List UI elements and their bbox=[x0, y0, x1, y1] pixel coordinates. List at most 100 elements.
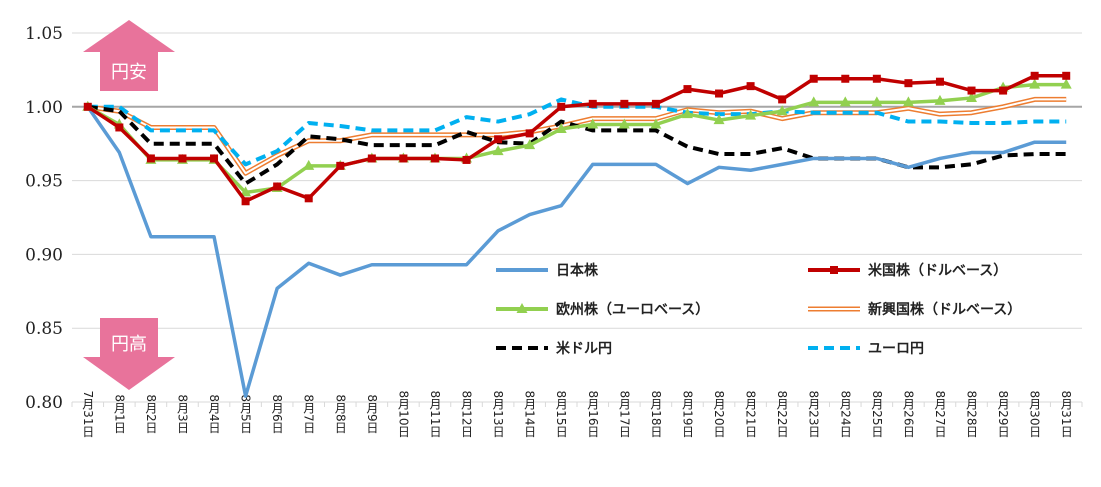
x-tick-label: 8月22日 bbox=[775, 391, 789, 438]
data-point-triangle bbox=[839, 96, 851, 107]
data-point-square bbox=[620, 99, 629, 108]
legend-label: 日本株 bbox=[556, 262, 599, 279]
y-tick-label: 0.95 bbox=[25, 172, 63, 192]
series-line bbox=[87, 97, 1067, 167]
x-tick-label: 8月14日 bbox=[523, 391, 537, 438]
x-tick-label: 8月7日 bbox=[302, 394, 316, 433]
data-point-triangle bbox=[713, 114, 725, 125]
data-point-triangle bbox=[240, 186, 252, 197]
y-tick-label: 1.00 bbox=[25, 98, 63, 118]
data-point-square bbox=[999, 86, 1008, 95]
data-point-square bbox=[494, 135, 503, 144]
x-axis-ticks: 7月31日 8月1日 8月2日 8月3日 8月4日 8月5日 8月6日 8月7日 8月8日 8月9… bbox=[71, 391, 1083, 438]
data-point-square bbox=[1062, 71, 1071, 80]
data-point-triangle bbox=[745, 109, 757, 120]
data-point-triangle bbox=[681, 108, 693, 119]
legend-item: 米国株（ドルベース） bbox=[808, 262, 1007, 279]
x-tick-label: 8月10日 bbox=[396, 391, 410, 438]
data-point-square bbox=[588, 99, 597, 108]
legend-label: 新興国株（ドルベース） bbox=[868, 301, 1021, 318]
y-tick-label: 0.90 bbox=[25, 245, 63, 265]
legend-item: 日本株 bbox=[496, 262, 599, 279]
legend-label: 欧州株（ユーロベース） bbox=[556, 301, 709, 318]
legend-item: 欧州株（ユーロベース） bbox=[496, 301, 709, 318]
x-tick-label: 8月18日 bbox=[649, 391, 663, 438]
data-point-square bbox=[557, 102, 566, 111]
legend-label: 米国株（ドルベース） bbox=[868, 262, 1007, 279]
series-3 bbox=[87, 96, 1067, 176]
x-tick-label: 8月20日 bbox=[712, 391, 726, 438]
data-point-triangle bbox=[587, 118, 599, 129]
yen-weak-label: 円安 bbox=[111, 62, 147, 83]
x-tick-label: 8月26日 bbox=[901, 391, 915, 438]
data-point-square bbox=[809, 74, 818, 83]
series-line bbox=[87, 104, 1067, 186]
legend-item: 新興国株（ドルベース） bbox=[808, 301, 1021, 318]
yen-strong-label: 円高 bbox=[111, 334, 147, 355]
data-point-square bbox=[651, 99, 660, 108]
x-tick-label: 8月12日 bbox=[460, 391, 474, 438]
legend-marker-triangle bbox=[516, 303, 528, 313]
data-point-square bbox=[746, 82, 755, 91]
data-point-square bbox=[83, 102, 92, 111]
data-point-square bbox=[304, 194, 313, 203]
y-axis-ticks: 0.80 0.85 0.90 0.95 1.00 1.05 bbox=[25, 24, 63, 413]
legend-item: 米ドル円 bbox=[496, 340, 612, 357]
yen-weak-arrow bbox=[83, 20, 175, 91]
legend-label: ユーロ円 bbox=[868, 341, 924, 357]
data-point-triangle bbox=[555, 122, 567, 133]
data-point-triangle bbox=[934, 94, 946, 105]
data-point-square bbox=[210, 154, 219, 163]
data-point-triangle bbox=[1060, 78, 1072, 89]
legend-marker-square bbox=[830, 266, 838, 274]
data-point-square bbox=[273, 182, 282, 191]
data-point-square bbox=[146, 154, 155, 163]
x-tick-label: 8月16日 bbox=[586, 391, 600, 438]
series-line-inner bbox=[87, 98, 1067, 175]
series-lines bbox=[82, 71, 1072, 398]
x-tick-label: 8月5日 bbox=[239, 394, 253, 433]
yen-annotation-arrows: 円安 円高 bbox=[83, 20, 175, 390]
data-point-triangle bbox=[871, 96, 883, 107]
x-tick-label: 8月11日 bbox=[428, 391, 442, 438]
data-point-square bbox=[399, 154, 408, 163]
data-point-triangle bbox=[303, 159, 315, 170]
legend: 日本株 米国株（ドルベース） 欧州株（ユーロベース） 新興国株（ドルベース） 米ドル円 ユ… bbox=[496, 262, 1021, 357]
data-point-square bbox=[1030, 71, 1039, 80]
x-tick-label: 8月8日 bbox=[333, 394, 347, 433]
data-point-square bbox=[178, 154, 187, 163]
data-point-triangle bbox=[524, 139, 536, 150]
data-point-square bbox=[841, 74, 850, 83]
x-tick-label: 8月15日 bbox=[554, 391, 568, 438]
x-tick-label: 8月29日 bbox=[996, 391, 1010, 438]
data-point-square bbox=[683, 85, 692, 94]
x-tick-label: 8月6日 bbox=[270, 394, 284, 433]
series-1 bbox=[83, 71, 1071, 206]
data-point-triangle bbox=[966, 91, 978, 102]
legend-item: ユーロ円 bbox=[808, 341, 924, 357]
x-tick-label: 8月17日 bbox=[617, 391, 631, 438]
data-point-square bbox=[967, 86, 976, 95]
y-tick-label: 0.80 bbox=[25, 393, 63, 413]
series-line bbox=[86, 105, 1067, 398]
data-point-square bbox=[115, 123, 124, 132]
series-5 bbox=[87, 97, 1067, 167]
data-point-square bbox=[336, 161, 345, 170]
series-line bbox=[86, 82, 1067, 195]
x-tick-label: 8月3日 bbox=[175, 394, 189, 433]
x-tick-label: 8月2日 bbox=[144, 394, 158, 433]
x-tick-label: 8月27日 bbox=[933, 391, 947, 438]
data-point-square bbox=[430, 154, 439, 163]
x-tick-label: 8月19日 bbox=[680, 391, 694, 438]
x-tick-label: 8月23日 bbox=[807, 391, 821, 438]
series-0 bbox=[86, 105, 1067, 398]
x-tick-label: 8月31日 bbox=[1059, 391, 1073, 438]
x-tick-label: 8月30日 bbox=[1028, 391, 1042, 438]
data-point-square bbox=[525, 129, 534, 138]
data-point-triangle bbox=[1029, 78, 1041, 89]
x-tick-label: 8月1日 bbox=[112, 394, 126, 433]
data-point-square bbox=[462, 155, 471, 164]
y-tick-label: 1.05 bbox=[25, 24, 63, 44]
x-tick-label: 8月4日 bbox=[207, 394, 221, 433]
